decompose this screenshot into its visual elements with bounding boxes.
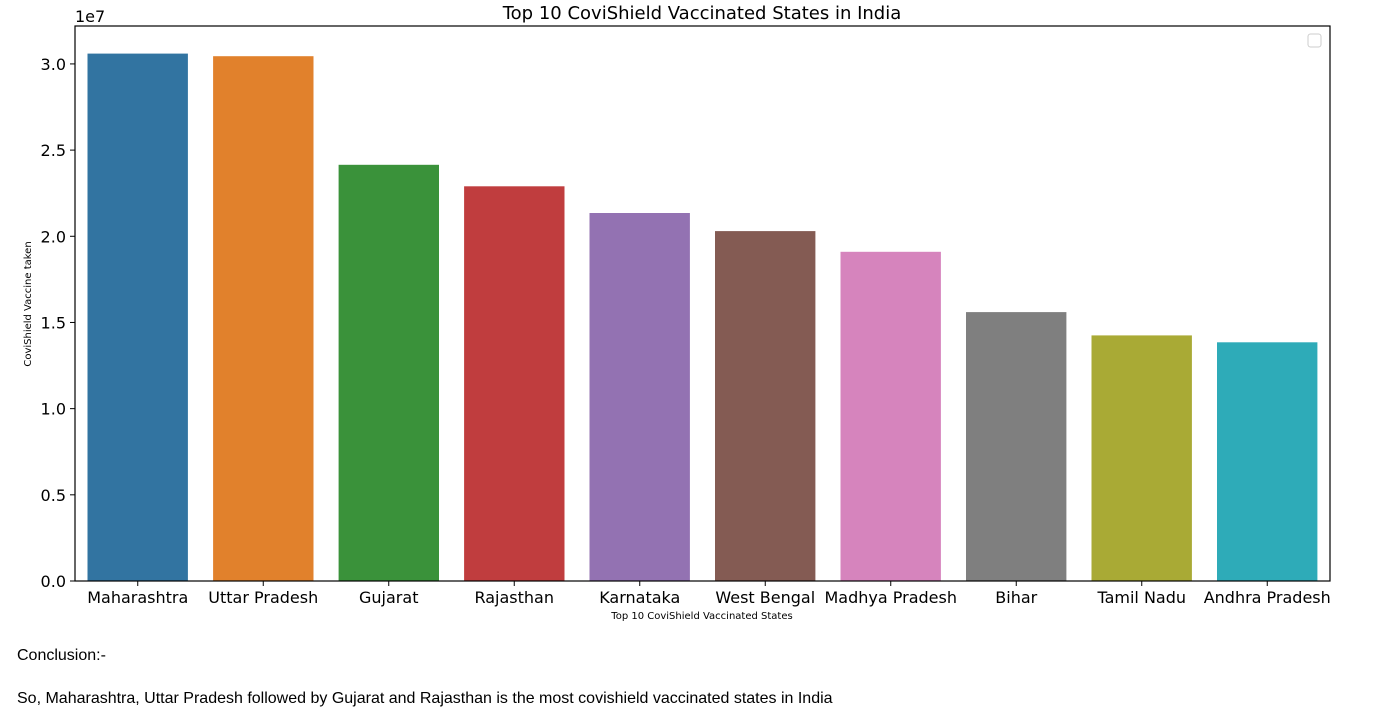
y-axis-ticks: 0.0 0.5 1.0 1.5 2.0 2.5 3.0	[41, 55, 75, 591]
x-tick-label: Maharashtra	[87, 588, 188, 607]
x-tick-label: Tamil Nadu	[1096, 588, 1186, 607]
x-tick-label: Uttar Pradesh	[208, 588, 318, 607]
bar-west-bengal	[715, 231, 816, 581]
y-tick-label: 3.0	[41, 55, 66, 74]
x-tick-label: Karnataka	[599, 588, 680, 607]
bar-tamil-nadu	[1091, 335, 1192, 581]
y-tick-label: 2.0	[41, 227, 66, 246]
conclusion-heading: Conclusion:-	[17, 647, 106, 664]
bar-madhya-pradesh	[840, 251, 941, 582]
x-tick-label: Gujarat	[359, 588, 418, 607]
bar-maharashtra	[87, 53, 188, 582]
x-axis-label: Top 10 CoviShield Vaccinated States	[610, 611, 792, 622]
bar-bihar	[966, 312, 1067, 581]
bar-series	[87, 53, 1318, 582]
y-tick-label: 0.0	[41, 572, 66, 591]
bar-andhra-pradesh	[1217, 342, 1318, 581]
bar-gujarat	[338, 164, 439, 582]
x-tick-label: Rajasthan	[474, 588, 554, 607]
x-tick-label: Andhra Pradesh	[1204, 588, 1331, 607]
bar-rajasthan	[464, 186, 565, 582]
plot-frame	[74, 25, 1331, 582]
bar-uttar-pradesh	[213, 56, 314, 581]
y-tick-label: 1.5	[41, 313, 66, 332]
y-tick-label: 1.0	[41, 400, 66, 419]
x-tick-label: Bihar	[995, 588, 1037, 607]
chart-title: Top 10 CoviShield Vaccinated States in I…	[502, 3, 902, 24]
x-axis-ticks: Maharashtra Uttar Pradesh Gujarat Rajasthan…	[87, 581, 1331, 607]
y-tick-label: 0.5	[41, 486, 66, 505]
y-axis-offset-label: 1e7	[75, 7, 105, 26]
x-tick-label: West Bengal	[715, 588, 815, 607]
conclusion-text: So, Maharashtra, Uttar Pradesh followed …	[17, 690, 833, 707]
x-tick-label: Madhya Pradesh	[825, 588, 958, 607]
y-axis-label: CoviShield Vaccine taken	[23, 241, 34, 366]
legend-box	[1307, 33, 1322, 48]
bar-chart: Top 10 CoviShield Vaccinated States in I…	[23, 3, 1331, 622]
y-tick-label: 2.5	[41, 141, 66, 160]
bar-karnataka	[589, 213, 690, 581]
